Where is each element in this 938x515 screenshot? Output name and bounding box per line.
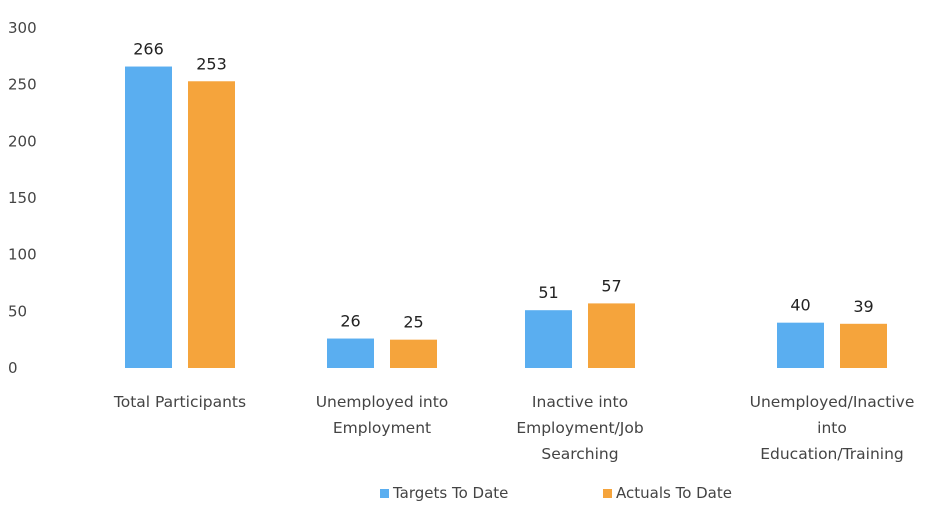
data-label: 57 — [601, 276, 621, 295]
category-label: Unemployed/Inactive — [750, 393, 915, 411]
y-tick-label: 300 — [8, 19, 37, 37]
legend-swatch-actuals — [603, 489, 612, 498]
data-label: 40 — [790, 296, 810, 315]
bar-targets-0 — [125, 66, 172, 369]
y-tick-label: 100 — [8, 246, 37, 264]
bar-targets-3 — [777, 322, 824, 368]
category-label: Employment — [333, 419, 431, 437]
data-label: 266 — [133, 40, 164, 59]
bar-actuals-2 — [588, 303, 635, 368]
bars — [125, 66, 887, 369]
category-label: Searching — [541, 445, 618, 463]
bar-targets-2 — [525, 310, 572, 368]
data-label: 253 — [196, 54, 227, 73]
data-labels: 266 26 51 40 253 25 57 39 — [133, 40, 873, 332]
bar-targets-1 — [327, 338, 374, 368]
category-label: Total Participants — [113, 393, 246, 411]
bar-actuals-1 — [390, 339, 437, 368]
legend-label: Targets To Date — [392, 484, 508, 502]
bar-actuals-0 — [188, 81, 235, 369]
y-tick-label: 250 — [8, 76, 37, 94]
y-axis: 0 50 100 150 200 250 300 — [8, 19, 37, 377]
category-labels: Total Participants Unemployed into Employm… — [113, 393, 914, 463]
category-label: into — [817, 419, 847, 437]
legend-swatch-targets — [380, 489, 389, 498]
y-tick-label: 200 — [8, 132, 37, 150]
category-label: Unemployed into — [316, 393, 449, 411]
y-tick-label: 150 — [8, 189, 37, 207]
data-label: 25 — [403, 313, 423, 332]
legend: Targets To Date Actuals To Date — [380, 484, 732, 502]
data-label: 39 — [853, 297, 873, 316]
y-tick-label: 50 — [8, 302, 27, 320]
data-label: 51 — [538, 283, 558, 302]
category-label: Education/Training — [760, 445, 904, 463]
category-label: Employment/Job — [516, 419, 643, 437]
bar-actuals-3 — [840, 323, 887, 368]
data-label: 26 — [340, 312, 360, 331]
legend-label: Actuals To Date — [616, 484, 732, 502]
y-tick-label: 0 — [8, 359, 18, 377]
category-label: Inactive into — [532, 393, 628, 411]
